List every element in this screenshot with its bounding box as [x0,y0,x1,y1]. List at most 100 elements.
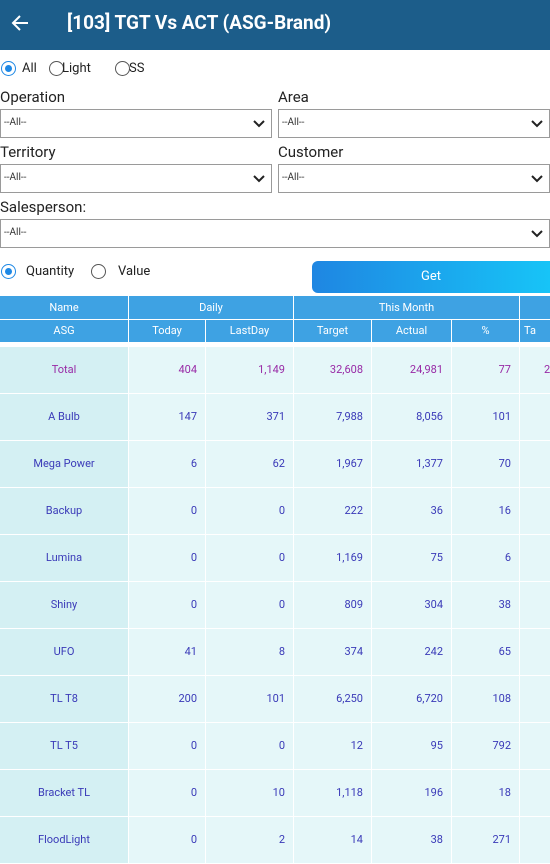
table-cell: 147 [129,394,206,441]
table-cell: 18 [452,770,520,817]
row-name[interactable]: Total [0,347,129,394]
table-cell: 14 [294,817,372,864]
table-cell [520,770,550,817]
table-cell: 6,250 [294,676,372,723]
table-cell: 0 [206,582,294,629]
table-cell [520,582,550,629]
radio-button[interactable] [49,61,64,76]
table-cell: 70 [452,441,520,488]
table-cell: 6 [129,441,206,488]
table-cell [520,723,550,770]
table-cell: 77 [452,347,520,394]
dropdown-arrow [253,120,265,128]
table-cell: 0 [129,770,206,817]
back-button[interactable] [10,13,30,33]
table-cell: 0 [206,535,294,582]
dropdown-value: --All-- [282,117,305,128]
table-cell: 1,169 [294,535,372,582]
table-cell: 371 [206,394,294,441]
table-cell: 16 [452,488,520,535]
column-header: Today [129,320,206,343]
radio-button[interactable] [1,61,16,76]
table-cell: 374 [294,629,372,676]
field-label: Area [278,88,309,106]
table-cell: 0 [129,488,206,535]
dropdown[interactable]: --All-- [0,219,550,248]
table-cell: 12 [294,723,372,770]
table-cell: 95 [372,723,452,770]
table-cell: 809 [294,582,372,629]
dropdown[interactable]: --All-- [278,109,550,138]
field-label: Territory [0,143,56,161]
table-cell: 1,118 [294,770,372,817]
dropdown-value: --All-- [4,117,27,128]
table-cell: 101 [452,394,520,441]
table-cell: 6 [452,535,520,582]
table-cell [520,441,550,488]
column-header: LastDay [206,320,294,343]
row-name[interactable]: FloodLight [0,817,129,864]
table-cell: 0 [129,723,206,770]
table-cell: 404 [129,347,206,394]
row-name[interactable]: Mega Power [0,441,129,488]
table-cell: 0 [129,817,206,864]
table-cell: 101 [206,676,294,723]
radio-label[interactable]: Quantity [26,264,75,279]
table-cell: 75 [372,535,452,582]
radio-label[interactable]: All [22,61,37,76]
table-cell: 32,608 [294,347,372,394]
table-cell: 108 [452,676,520,723]
table-cell: 200 [129,676,206,723]
table-cell: 0 [206,723,294,770]
row-name[interactable]: Shiny [0,582,129,629]
column-header: ASG [0,320,129,343]
table-cell: 304 [372,582,452,629]
row-name[interactable]: A Bulb [0,394,129,441]
dropdown[interactable]: --All-- [0,164,272,193]
table-cell: 62 [206,441,294,488]
dropdown-value: --All-- [282,172,305,183]
field-label: Customer [278,143,344,161]
row-name[interactable]: TL T5 [0,723,129,770]
group-header [520,296,550,320]
radio-button[interactable] [115,61,130,76]
radio-label[interactable]: Light [62,61,91,76]
page-title: [103] TGT Vs ACT (ASG-Brand) [67,11,332,34]
row-name[interactable]: UFO [0,629,129,676]
table-cell [520,535,550,582]
radio-label[interactable]: SS [129,61,145,76]
table-cell [520,488,550,535]
row-name[interactable]: Backup [0,488,129,535]
table-cell: 8 [206,629,294,676]
get-button[interactable]: Get [312,261,550,293]
row-name[interactable]: Lumina [0,535,129,582]
table-cell: 6,720 [372,676,452,723]
table-cell: 2 [206,817,294,864]
table-cell: 1,149 [206,347,294,394]
row-name[interactable]: Bracket TL [0,770,129,817]
table-cell [520,629,550,676]
radio-button[interactable] [1,264,16,279]
table-cell: 1,377 [372,441,452,488]
row-name[interactable]: TL T8 [0,676,129,723]
dropdown-arrow [531,230,543,238]
table-cell [520,817,550,864]
table-cell: 222 [294,488,372,535]
dropdown[interactable]: --All-- [0,109,272,138]
dropdown[interactable]: --All-- [278,164,550,193]
radio-button[interactable] [91,264,106,279]
table-cell: 242 [372,629,452,676]
dropdown-value: --All-- [4,227,27,238]
dropdown-value: --All-- [4,172,27,183]
dropdown-arrow [531,120,543,128]
table-cell: 41 [129,629,206,676]
table-cell: 196 [372,770,452,817]
table-cell: 65 [452,629,520,676]
table-cell: 792 [452,723,520,770]
table-cell: 2 [520,347,550,394]
dropdown-arrow [253,175,265,183]
radio-label[interactable]: Value [118,264,151,279]
group-header: Name [0,296,129,320]
table-cell: 38 [452,582,520,629]
